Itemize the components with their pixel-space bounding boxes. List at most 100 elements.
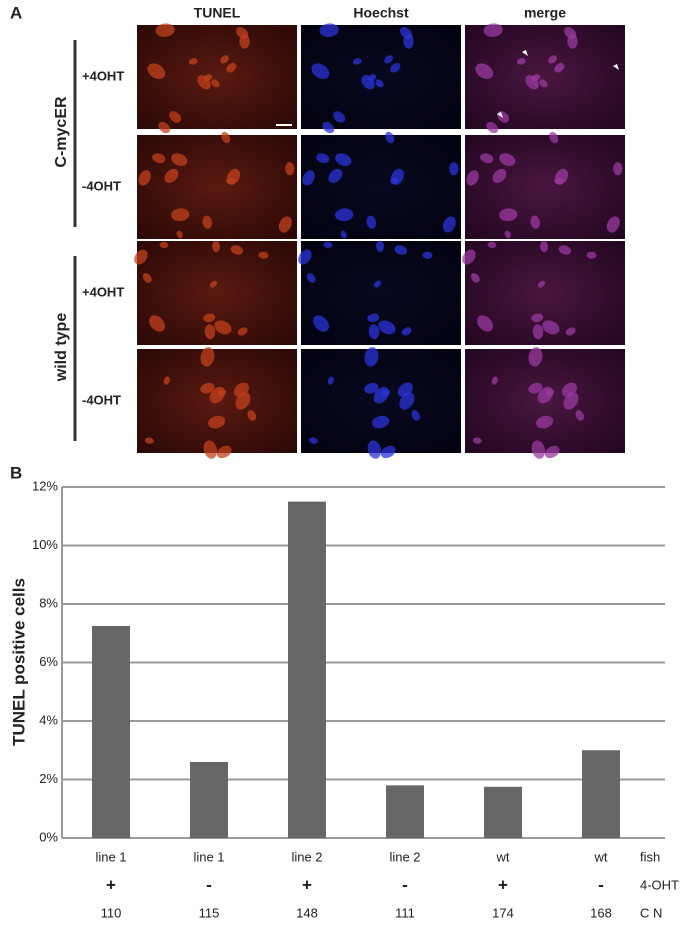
cell bbox=[532, 324, 544, 340]
micrograph bbox=[301, 135, 461, 239]
bar bbox=[582, 750, 620, 838]
x-tick-label: - bbox=[402, 875, 408, 894]
micrograph bbox=[465, 135, 625, 239]
cell bbox=[540, 240, 549, 253]
cell bbox=[397, 382, 413, 397]
cell bbox=[373, 386, 390, 404]
cell bbox=[480, 153, 494, 164]
x-tick-label: 111 bbox=[395, 905, 415, 920]
cell bbox=[558, 245, 572, 255]
x-tick-label: - bbox=[598, 875, 604, 894]
cell bbox=[367, 313, 380, 323]
cell bbox=[327, 376, 334, 385]
cell bbox=[504, 230, 511, 239]
cell bbox=[333, 111, 346, 123]
cell bbox=[403, 34, 414, 49]
cell bbox=[340, 230, 347, 239]
cell bbox=[530, 215, 540, 229]
cell bbox=[486, 121, 499, 134]
cell bbox=[531, 440, 546, 459]
cell bbox=[138, 170, 151, 186]
cell bbox=[390, 62, 401, 73]
cell bbox=[147, 63, 166, 80]
y-tick-label: 2% bbox=[39, 771, 58, 786]
cell bbox=[134, 249, 148, 265]
cell bbox=[319, 23, 339, 37]
cell bbox=[328, 168, 343, 184]
cell bbox=[613, 162, 623, 176]
cell bbox=[203, 440, 218, 459]
cell bbox=[567, 34, 578, 49]
cell bbox=[352, 58, 362, 65]
cell bbox=[311, 63, 330, 80]
cell bbox=[565, 327, 576, 336]
x-tick-label: 148 bbox=[296, 905, 318, 920]
cell bbox=[499, 153, 516, 167]
cell bbox=[554, 62, 565, 73]
bar bbox=[484, 786, 522, 838]
cell bbox=[216, 445, 232, 459]
x-tick-label: line 2 bbox=[389, 849, 420, 864]
cell bbox=[531, 313, 544, 323]
cell bbox=[422, 251, 433, 259]
cell bbox=[176, 230, 183, 239]
row-label: -4OHT bbox=[82, 178, 121, 193]
cell bbox=[380, 445, 396, 459]
cell bbox=[302, 170, 315, 186]
cell bbox=[477, 315, 493, 332]
cell bbox=[384, 55, 393, 64]
cell bbox=[188, 58, 198, 65]
cell bbox=[204, 324, 216, 340]
cell bbox=[211, 79, 220, 88]
x-tick-label: 115 bbox=[199, 905, 220, 920]
cell bbox=[203, 313, 216, 323]
cell bbox=[278, 216, 292, 233]
cell bbox=[361, 75, 375, 90]
cell bbox=[322, 121, 335, 134]
cell bbox=[152, 153, 166, 164]
panel-label: B bbox=[10, 463, 22, 482]
cell bbox=[483, 23, 503, 37]
cell bbox=[149, 315, 165, 332]
cell bbox=[548, 55, 557, 64]
y-tick-label: 0% bbox=[39, 829, 58, 844]
cell bbox=[159, 241, 169, 249]
cell bbox=[537, 280, 546, 288]
x-tick-label: line 1 bbox=[193, 849, 224, 864]
cell bbox=[470, 273, 480, 283]
group-label: C-mycER bbox=[53, 96, 70, 168]
x-tick-label: line 2 bbox=[291, 849, 322, 864]
cell bbox=[544, 445, 560, 459]
bar bbox=[288, 501, 326, 838]
x-tick-label: line 1 bbox=[95, 849, 126, 864]
cell bbox=[487, 241, 497, 249]
cell bbox=[171, 208, 190, 222]
cell bbox=[220, 55, 229, 64]
micrograph bbox=[137, 135, 297, 239]
cell bbox=[197, 75, 211, 90]
x-tick-label: 174 bbox=[492, 905, 514, 920]
cell bbox=[373, 280, 382, 288]
cell bbox=[462, 249, 476, 265]
cell bbox=[499, 208, 518, 222]
cell bbox=[475, 63, 494, 80]
cell bbox=[233, 382, 249, 397]
arrow bbox=[522, 50, 528, 56]
cell bbox=[164, 168, 179, 184]
row-label: +4OHT bbox=[82, 284, 124, 299]
column-header: TUNEL bbox=[194, 5, 241, 21]
cell bbox=[239, 34, 250, 49]
cell bbox=[169, 111, 182, 123]
cell bbox=[209, 280, 218, 288]
cell bbox=[516, 58, 526, 65]
cell bbox=[561, 382, 577, 397]
column-header: Hoechst bbox=[353, 5, 409, 21]
cell bbox=[549, 131, 559, 144]
x-tick-label: + bbox=[498, 875, 508, 894]
cell bbox=[554, 177, 564, 185]
cell bbox=[472, 437, 482, 444]
x-tick-label: 110 bbox=[101, 905, 122, 920]
cell bbox=[298, 249, 312, 265]
cell bbox=[411, 410, 420, 421]
cell bbox=[285, 162, 295, 176]
